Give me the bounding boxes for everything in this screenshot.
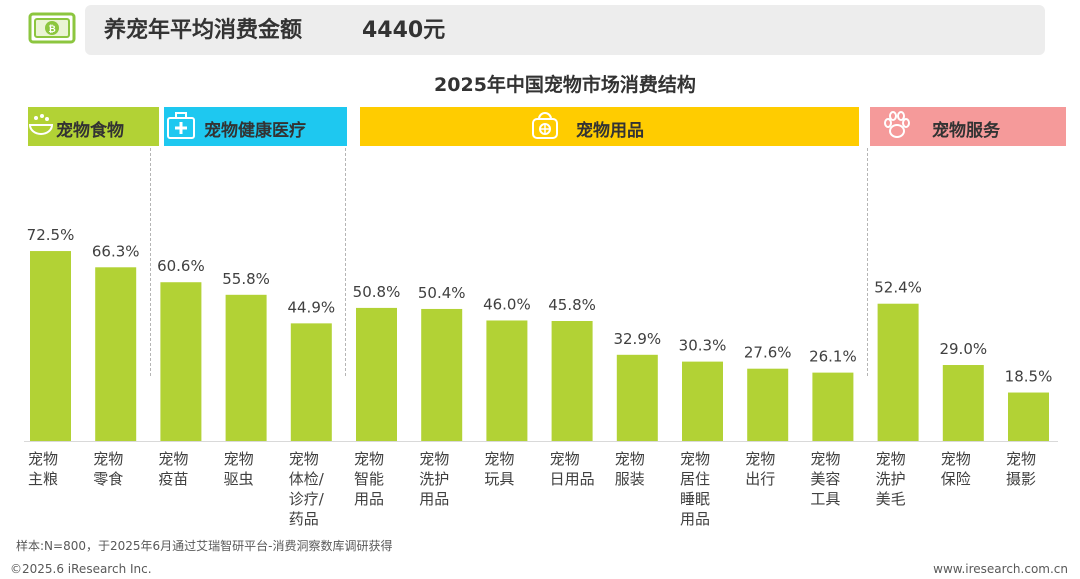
sample-note: 样本:N=800，于2025年6月通过艾瑞智研平台-消费洞察数库调研获得 xyxy=(16,539,393,553)
top-banner xyxy=(85,5,1045,55)
category-label-food: 宠物食物 xyxy=(56,121,124,141)
bar-value-label: 27.6% xyxy=(744,344,792,362)
bar xyxy=(682,361,723,441)
group-divider xyxy=(345,148,346,376)
bar-value-label: 50.4% xyxy=(418,284,466,302)
bar-value-label: 45.8% xyxy=(548,296,596,314)
category-label-supplies: 宠物用品 xyxy=(576,121,644,141)
bar xyxy=(942,365,984,441)
website-link[interactable]: www.iresearch.com.cn xyxy=(933,562,1068,576)
bar-value-label: 50.8% xyxy=(353,283,401,301)
chart-title: 2025年中国宠物市场消费结构 xyxy=(434,74,696,96)
category-tick-label: 宠物日用品 xyxy=(550,450,595,488)
bar xyxy=(551,321,593,441)
money-bill-icon: ₿ xyxy=(28,12,76,44)
category-tick-label: 宠物零食 xyxy=(93,450,123,488)
category-tick-label: 宠物体检/诊疗/药品 xyxy=(289,450,325,528)
bar-value-label: 29.0% xyxy=(939,340,987,358)
category-tick-label: 宠物居住睡眠用品 xyxy=(680,450,710,528)
bar xyxy=(616,354,658,441)
category-tick-label: 宠物主粮 xyxy=(28,450,58,488)
medical-kit-icon xyxy=(167,112,195,139)
category-tick-label: 宠物摄影 xyxy=(1006,450,1036,488)
bar xyxy=(290,323,332,441)
category-tick-label: 宠物服装 xyxy=(615,450,645,488)
category-tick-label: 宠物智能用品 xyxy=(354,450,384,508)
category-label-services: 宠物服务 xyxy=(932,121,1000,141)
banner-value: 4440元 xyxy=(362,18,446,43)
copyright: ©2025.6 iResearch Inc. xyxy=(10,562,152,576)
food-bowl-icon xyxy=(28,114,54,135)
group-divider xyxy=(150,148,151,376)
bar xyxy=(1008,392,1049,441)
bar xyxy=(421,308,463,441)
category-header-services: 宠物服务 xyxy=(870,107,1066,146)
pet-carrier-icon xyxy=(532,112,558,139)
paw-icon xyxy=(884,111,910,138)
bar xyxy=(160,282,202,441)
bar xyxy=(225,294,267,441)
category-tick-label: 宠物美容工具 xyxy=(810,450,840,508)
bar-value-label: 46.0% xyxy=(483,295,531,313)
bar xyxy=(95,267,137,441)
category-header-supplies: 宠物用品 xyxy=(360,107,859,146)
banner-title: 养宠年平均消费金额 xyxy=(104,18,303,43)
bar-value-label: 32.9% xyxy=(613,330,661,348)
bar-value-label: 30.3% xyxy=(679,337,727,355)
bar-value-label: 18.5% xyxy=(1005,368,1053,386)
bar-value-label: 44.9% xyxy=(287,298,335,316)
bar xyxy=(356,307,397,441)
category-tick-label: 宠物洗护美毛 xyxy=(876,450,906,508)
bar-value-label: 72.5% xyxy=(27,226,75,244)
bar xyxy=(877,303,919,441)
bar xyxy=(486,320,528,441)
bar-value-label: 60.6% xyxy=(157,257,205,275)
bar xyxy=(30,251,71,441)
category-tick-label: 宠物洗护用品 xyxy=(419,450,449,508)
category-tick-label: 宠物驱虫 xyxy=(224,450,254,488)
category-tick-label: 宠物疫苗 xyxy=(158,450,188,488)
category-tick-label: 宠物出行 xyxy=(745,450,775,488)
bar xyxy=(747,368,789,441)
bar-value-label: 55.8% xyxy=(222,270,270,288)
category-header-health: 宠物健康医疗 xyxy=(164,107,347,146)
category-label-health: 宠物健康医疗 xyxy=(204,121,306,141)
bar xyxy=(812,372,854,441)
category-tick-label: 宠物保险 xyxy=(941,450,971,488)
bar-value-label: 26.1% xyxy=(809,348,857,366)
category-tick-label: 宠物玩具 xyxy=(484,450,514,488)
bar-value-label: 66.3% xyxy=(92,242,140,260)
svg-text:₿: ₿ xyxy=(48,24,55,35)
group-divider xyxy=(867,148,868,376)
bar-value-label: 52.4% xyxy=(874,279,922,297)
category-header-food: 宠物食物 xyxy=(28,107,159,146)
